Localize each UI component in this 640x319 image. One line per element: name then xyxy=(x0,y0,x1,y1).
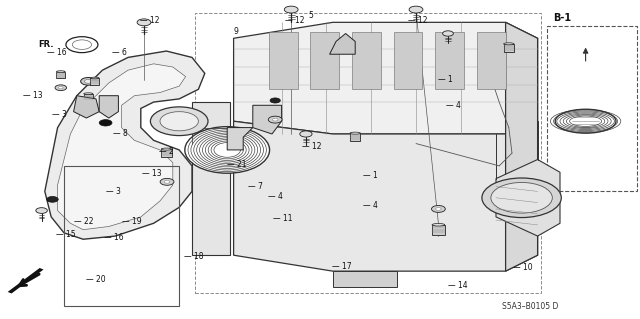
Text: — 4: — 4 xyxy=(446,101,461,110)
Circle shape xyxy=(431,205,445,212)
Bar xyxy=(84,94,93,101)
Text: B-1: B-1 xyxy=(554,12,572,23)
Circle shape xyxy=(55,85,67,91)
Bar xyxy=(435,32,464,89)
Circle shape xyxy=(270,98,280,103)
Bar xyxy=(64,166,179,306)
Circle shape xyxy=(273,118,278,121)
Circle shape xyxy=(84,79,92,83)
Bar xyxy=(504,44,514,52)
Circle shape xyxy=(47,197,58,202)
Circle shape xyxy=(436,208,441,210)
Text: — 10: — 10 xyxy=(513,263,532,272)
Ellipse shape xyxy=(432,224,445,226)
Polygon shape xyxy=(74,96,99,118)
Text: 5: 5 xyxy=(308,11,313,20)
Text: — 13: — 13 xyxy=(23,91,43,100)
Polygon shape xyxy=(333,271,397,287)
Text: — 8: — 8 xyxy=(113,130,127,138)
Circle shape xyxy=(284,6,298,13)
Circle shape xyxy=(491,182,552,213)
Text: — 4: — 4 xyxy=(363,201,378,210)
Bar xyxy=(547,26,637,191)
Text: — 1: — 1 xyxy=(363,171,378,180)
Text: — 3: — 3 xyxy=(52,110,67,119)
Text: — 12: — 12 xyxy=(285,16,304,25)
Polygon shape xyxy=(192,102,230,255)
Polygon shape xyxy=(99,96,118,118)
Text: — 16: — 16 xyxy=(47,48,67,57)
Bar xyxy=(56,71,65,78)
Text: — 22: — 22 xyxy=(74,217,93,226)
Text: — 16: — 16 xyxy=(104,233,124,242)
Polygon shape xyxy=(496,160,560,236)
Text: — 20: — 20 xyxy=(86,275,106,284)
Circle shape xyxy=(36,208,47,213)
Circle shape xyxy=(300,131,312,137)
Circle shape xyxy=(81,78,96,85)
Text: — 21: — 21 xyxy=(227,160,246,169)
Text: — 18: — 18 xyxy=(184,252,203,261)
Bar xyxy=(310,32,339,89)
Text: — 12: — 12 xyxy=(302,142,321,151)
Bar xyxy=(352,32,381,89)
Polygon shape xyxy=(234,121,538,271)
Bar xyxy=(161,149,172,157)
Text: S5A3–B0105 D: S5A3–B0105 D xyxy=(502,302,559,311)
Polygon shape xyxy=(45,51,205,239)
Polygon shape xyxy=(227,128,253,150)
Text: — 4: — 4 xyxy=(268,192,282,201)
Polygon shape xyxy=(8,268,44,293)
Text: — 7: — 7 xyxy=(248,182,262,191)
Bar xyxy=(394,32,422,89)
Circle shape xyxy=(443,31,453,36)
Ellipse shape xyxy=(56,71,65,72)
Ellipse shape xyxy=(161,148,172,150)
Ellipse shape xyxy=(90,77,99,79)
Polygon shape xyxy=(58,64,186,230)
Bar xyxy=(350,133,360,141)
Text: — 3: — 3 xyxy=(106,187,121,196)
Ellipse shape xyxy=(350,132,360,134)
Bar xyxy=(432,225,445,234)
Text: — 1: — 1 xyxy=(438,75,453,84)
Text: — 2: — 2 xyxy=(159,147,174,156)
Ellipse shape xyxy=(186,127,269,173)
Text: — 11: — 11 xyxy=(273,214,292,223)
Ellipse shape xyxy=(84,93,93,95)
Circle shape xyxy=(482,178,561,218)
Circle shape xyxy=(160,112,198,131)
Text: — 19: — 19 xyxy=(122,217,142,226)
Bar xyxy=(90,78,99,85)
Polygon shape xyxy=(330,33,355,54)
Circle shape xyxy=(164,181,170,183)
Text: FR.: FR. xyxy=(38,40,54,49)
Circle shape xyxy=(58,86,63,89)
Bar xyxy=(269,32,298,89)
Circle shape xyxy=(268,116,282,123)
Circle shape xyxy=(150,107,208,136)
Text: — 6: — 6 xyxy=(112,48,127,57)
Circle shape xyxy=(99,120,112,126)
Text: — 17: — 17 xyxy=(332,262,352,271)
Polygon shape xyxy=(506,22,538,271)
Bar xyxy=(195,13,541,293)
Circle shape xyxy=(409,6,423,13)
Polygon shape xyxy=(234,22,538,134)
Bar xyxy=(477,32,506,89)
Circle shape xyxy=(160,178,174,185)
Text: — 15: — 15 xyxy=(56,230,76,239)
Polygon shape xyxy=(253,105,282,134)
Ellipse shape xyxy=(504,43,514,45)
Text: — 12: — 12 xyxy=(408,16,427,25)
Text: — 12: — 12 xyxy=(140,16,159,25)
Text: — 13: — 13 xyxy=(142,169,162,178)
Circle shape xyxy=(137,19,151,26)
Text: — 14: — 14 xyxy=(448,281,468,290)
Text: 9: 9 xyxy=(233,27,238,36)
